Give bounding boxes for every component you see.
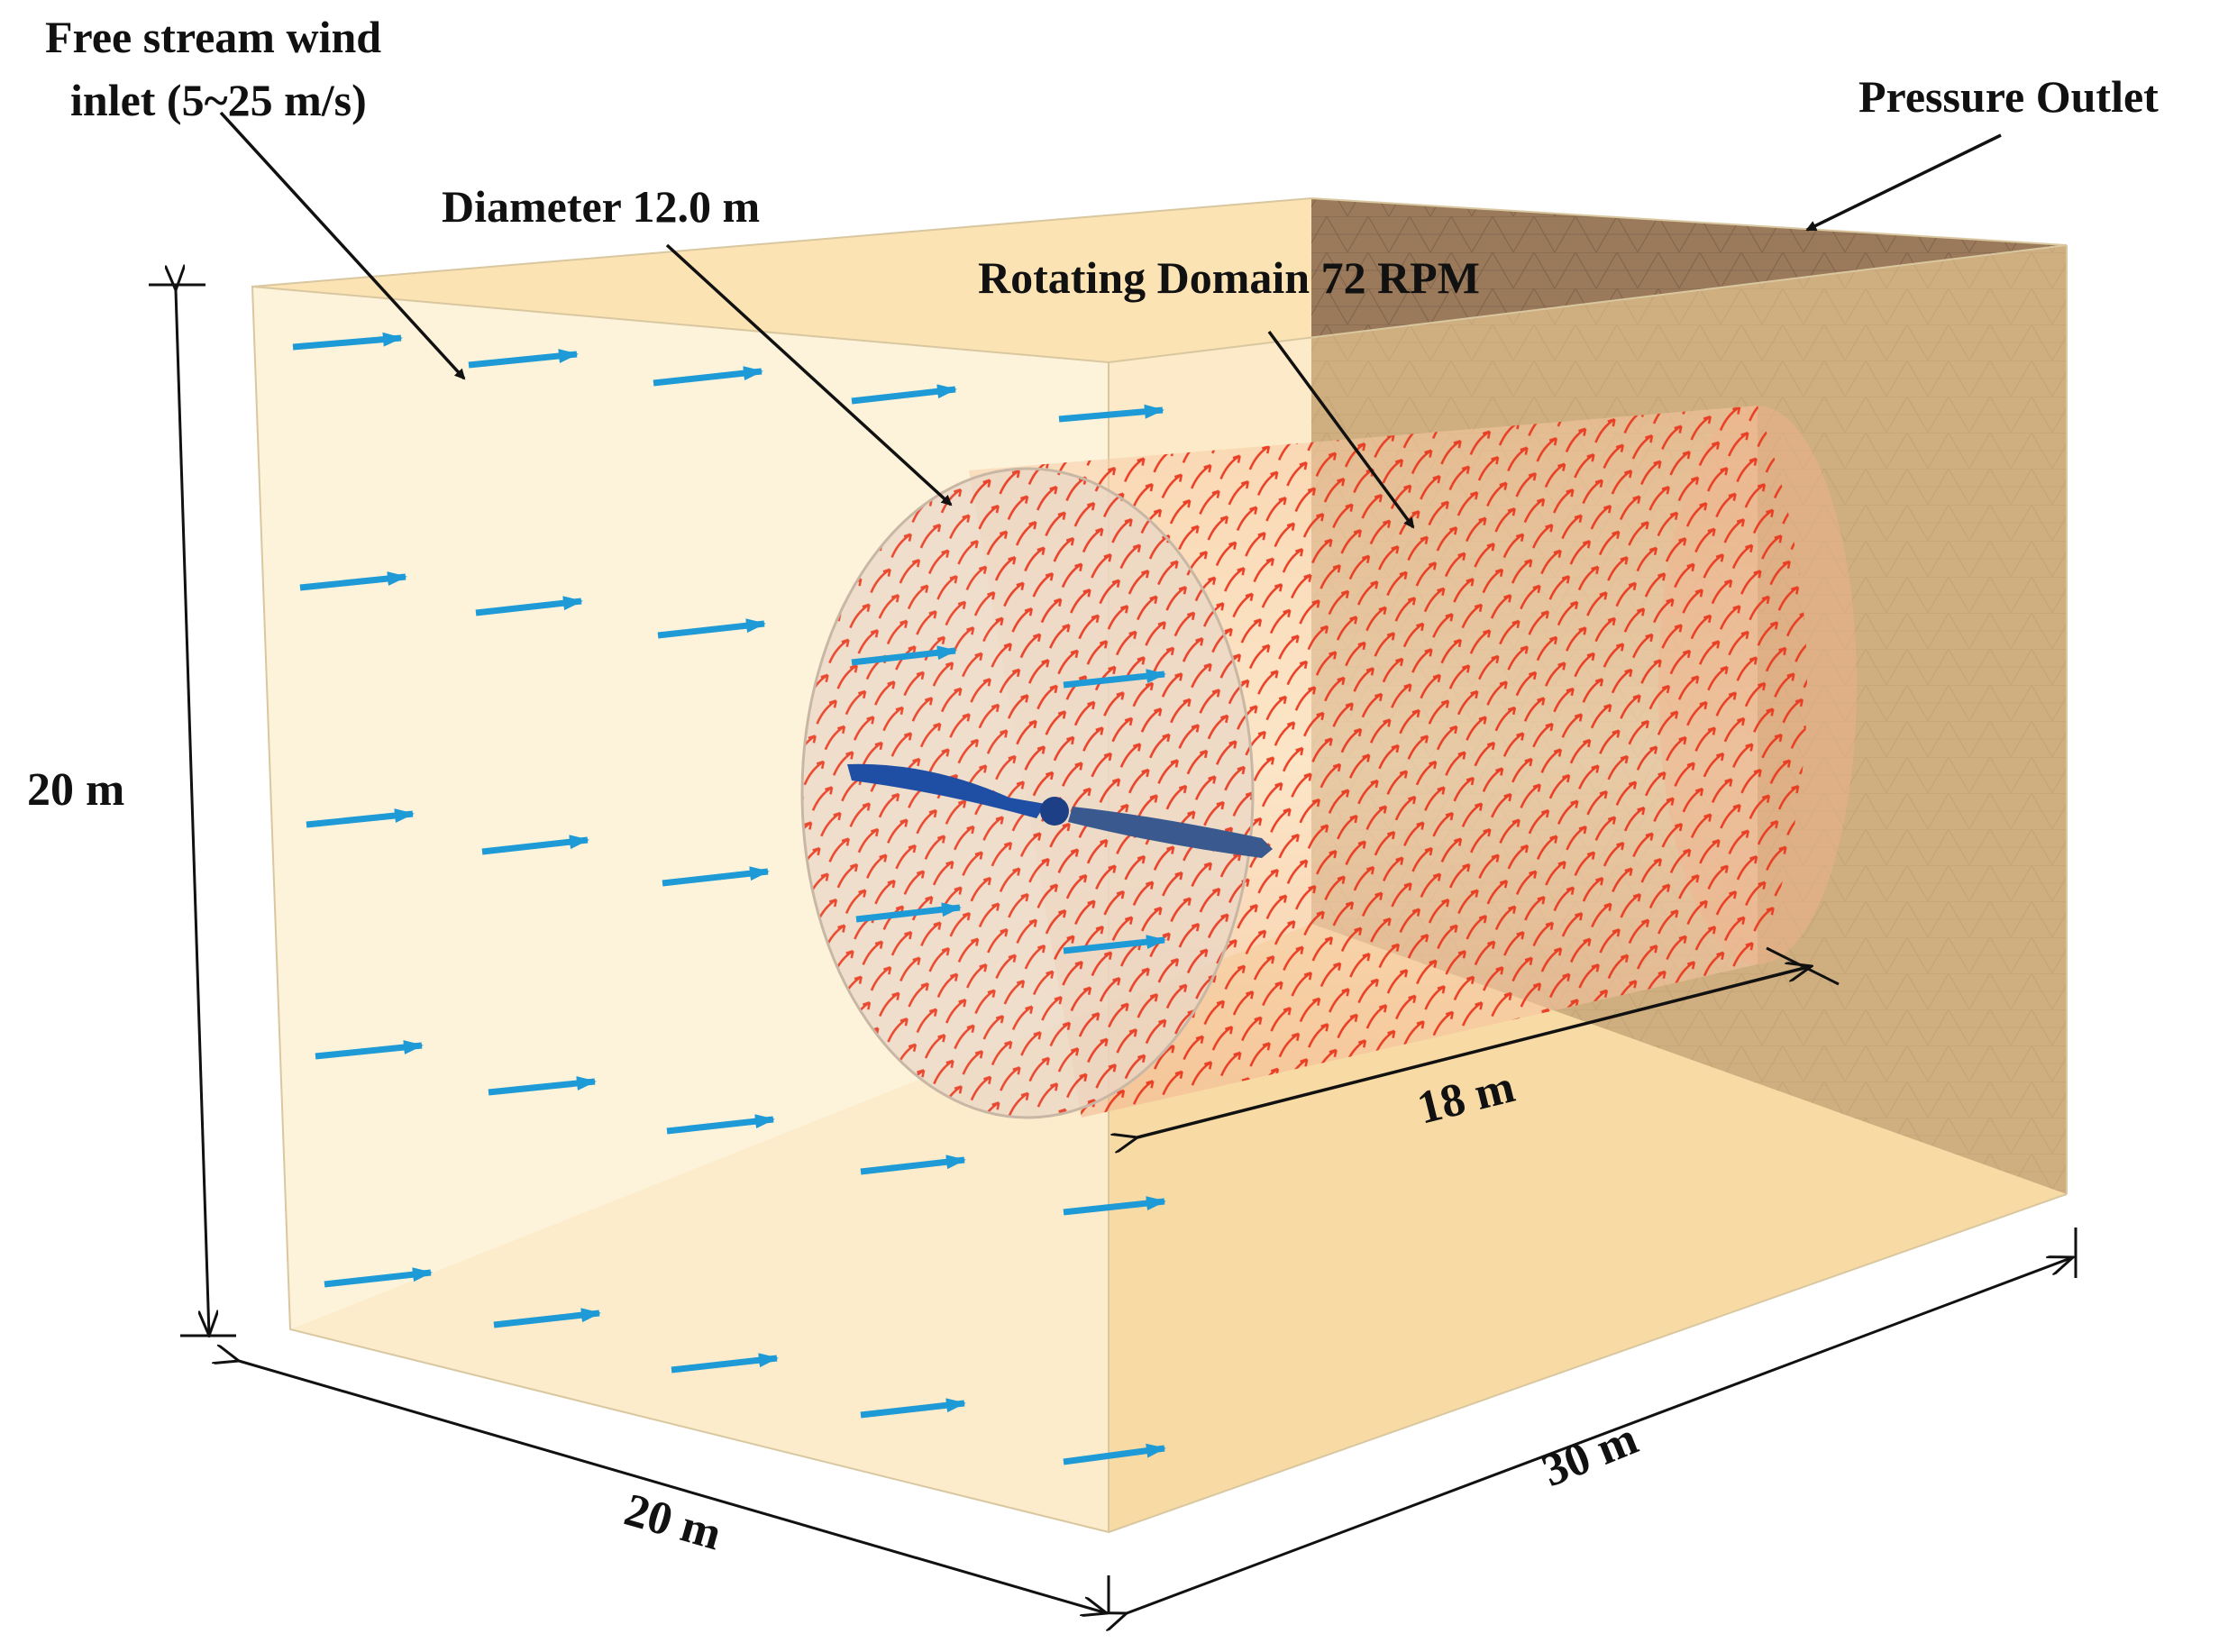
inflow-arrow [324, 1267, 433, 1288]
inflow-arrow [1058, 404, 1164, 423]
inflow-arrow [851, 645, 957, 666]
inflow-arrow [475, 596, 583, 616]
labels: Free stream wind inlet (5~25 m/s) Pressu… [27, 12, 2159, 1560]
width-label: 20 m [619, 1484, 727, 1561]
rotating-leader [1267, 330, 1415, 529]
rotating-domain-label: Rotating Domain 72 RPM [978, 252, 1480, 303]
rotor-length-tick [1766, 946, 1840, 986]
diameter-leader [665, 243, 953, 507]
inflow-arrow [653, 366, 763, 387]
blade-back [1068, 807, 1273, 858]
width-dimension [239, 1361, 1107, 1613]
inflow-arrow [1063, 935, 1166, 954]
inflow-arrow [1063, 669, 1166, 689]
inflow-arrow [306, 808, 415, 828]
inflow-arrow [488, 1076, 597, 1096]
inflow-arrow [666, 1114, 775, 1135]
inlet-label-line2: inlet (5~25 m/s) [70, 75, 367, 125]
leader-arrows [219, 111, 2002, 529]
outlet-label: Pressure Outlet [1858, 71, 2159, 122]
inflow-arrow [855, 902, 962, 923]
inlet-label-line1: Free stream wind [45, 12, 381, 62]
inflow-arrow [851, 384, 957, 405]
cylinder-front-swirl [802, 469, 1253, 1118]
inflow-arrow [662, 866, 770, 887]
inflow-arrow [299, 571, 407, 591]
height-dimension [176, 290, 209, 1336]
length-dimension [1127, 1257, 2073, 1613]
inflow-arrow [860, 1155, 966, 1175]
inlet-leader [219, 111, 466, 380]
rotating-domain [800, 406, 1857, 1119]
turbine-blade [847, 763, 1273, 858]
hub [1040, 797, 1069, 826]
cylinder-front-rim [800, 467, 1255, 1119]
inflow-arrow [481, 835, 589, 855]
inflow-arrow [468, 349, 579, 369]
inflow-arrow [493, 1308, 601, 1328]
dimension-lines [149, 285, 2077, 1613]
outlet-leader [1805, 133, 2002, 232]
length-label: 30 m [1535, 1413, 1645, 1497]
inflow-arrow [315, 1040, 424, 1060]
inflow-arrow [292, 332, 403, 351]
blade-front [847, 763, 1046, 818]
diameter-label: Diameter 12.0 m [442, 181, 760, 232]
height-label: 20 m [27, 764, 124, 816]
inflow-arrow [1063, 1196, 1166, 1216]
inflow-arrow [657, 618, 766, 639]
rotor-length-dimension [1137, 966, 1812, 1137]
